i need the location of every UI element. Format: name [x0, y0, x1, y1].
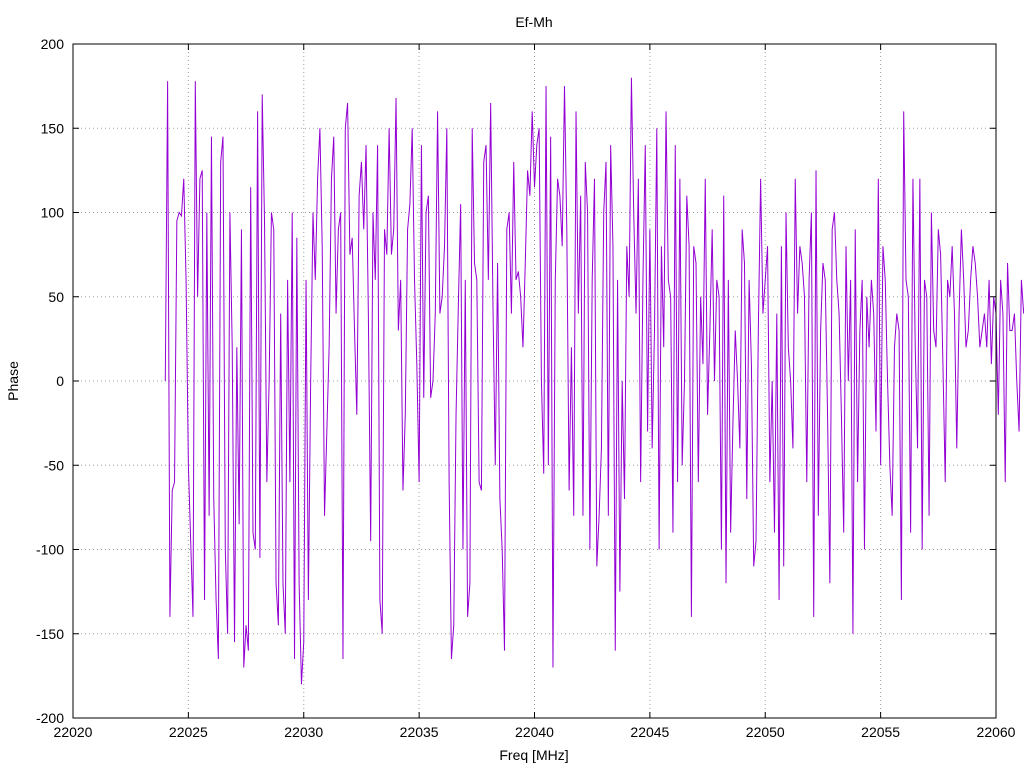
x-tick-label: 22020 [54, 724, 93, 740]
y-tick-label: 0 [56, 373, 64, 389]
x-tick-label: 22025 [169, 724, 208, 740]
y-axis-label: Phase [5, 361, 21, 401]
series-layer [164, 77, 1024, 685]
y-tick-label: -200 [36, 710, 64, 726]
series-line [164, 77, 1024, 685]
y-tick-label: 150 [41, 120, 65, 136]
y-tick-label: 100 [41, 205, 65, 221]
y-tick-label: -100 [36, 542, 64, 558]
x-tick-label: 22040 [515, 724, 554, 740]
y-tick-label: -150 [36, 626, 64, 642]
tick-marks [72, 43, 997, 719]
y-tick-label: 50 [48, 289, 64, 305]
x-tick-label: 22035 [400, 724, 439, 740]
y-tick-label: 200 [41, 36, 65, 52]
x-tick-label: 22060 [977, 724, 1016, 740]
grid-lines [73, 44, 996, 718]
chart-title: Ef-Mh [515, 14, 552, 30]
x-tick-label: 22050 [746, 724, 785, 740]
x-tick-label: 22030 [284, 724, 323, 740]
y-tick-label: -50 [44, 457, 64, 473]
x-axis-label: Freq [MHz] [499, 747, 568, 763]
x-tick-label: 22045 [630, 724, 669, 740]
x-tick-label: 22055 [861, 724, 900, 740]
tick-labels: 22020 22025 22030 22035 22040 22045 22050 22055… [36, 36, 1016, 740]
